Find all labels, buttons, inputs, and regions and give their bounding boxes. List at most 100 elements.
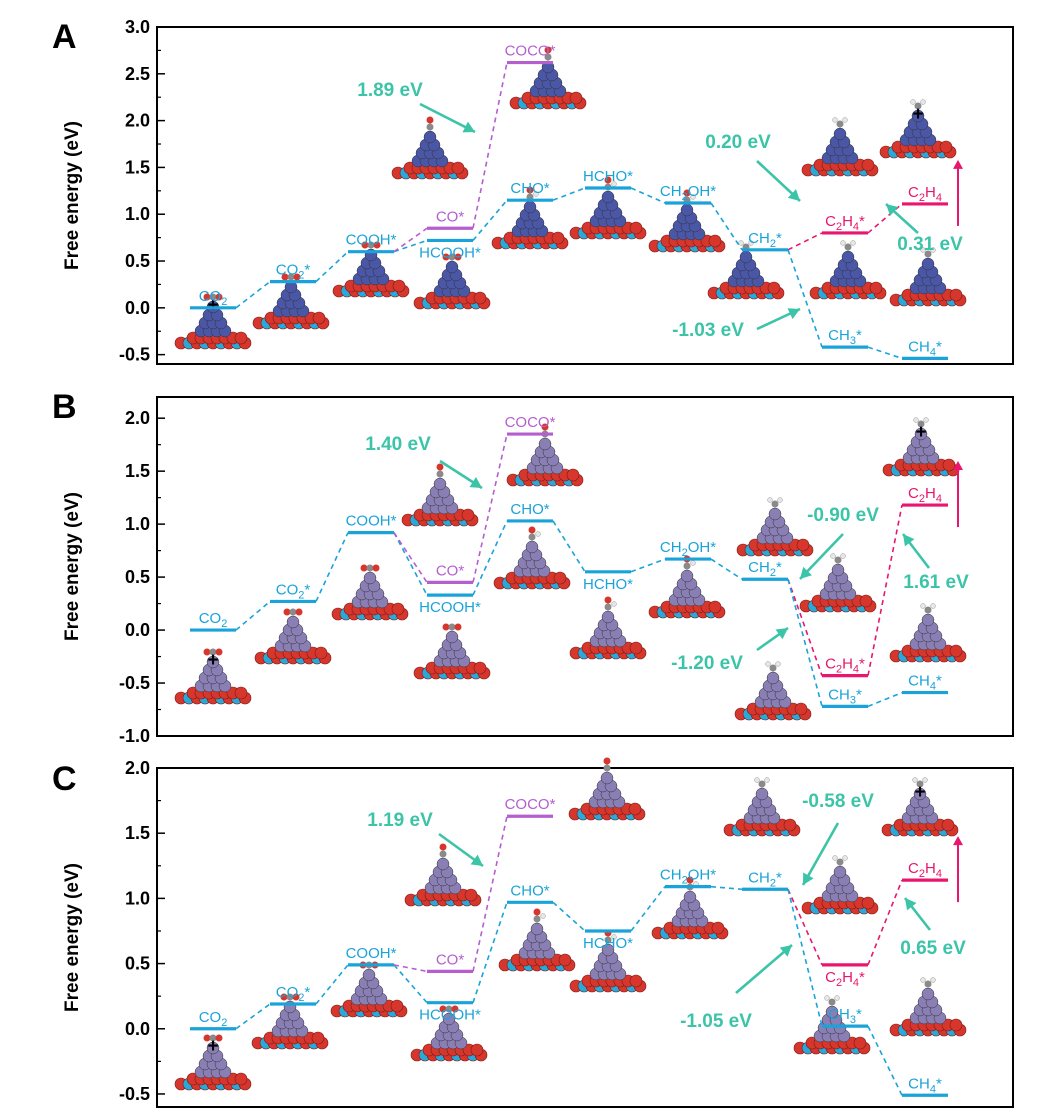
hydrogen-atom (842, 855, 848, 861)
carbon-atom (439, 850, 447, 858)
hydrogen-atom (920, 603, 926, 609)
adsorbate-structure (568, 757, 646, 821)
level-label: CO* (436, 951, 465, 968)
connector-line (710, 558, 743, 580)
annotation-arrow (735, 944, 793, 994)
level-label: COOH* (346, 945, 397, 962)
y-tick-label: 0.0 (125, 1019, 150, 1039)
connector-line (867, 879, 903, 966)
level-label: C2H4* (825, 969, 865, 989)
arrow-head (886, 204, 899, 216)
hydrogen-atom (830, 553, 836, 559)
oxygen-atom (426, 116, 434, 124)
adsorbate-structure (404, 843, 482, 907)
metal-atom (921, 987, 935, 1001)
panel-a: A Free energy (eV) -0.5 0.0 0.5 1.0 1.5 2.0 2.5 3… (52, 17, 1014, 365)
carbon-atom (604, 603, 612, 611)
carbon-atom (771, 500, 779, 508)
oxygen-atom (442, 253, 450, 261)
arrow-head (803, 872, 814, 885)
adsorbate-structure (252, 273, 330, 330)
y-tick-label: -0.5 (119, 673, 150, 693)
hydrogen-atom (832, 117, 838, 123)
metal-atom (538, 437, 552, 451)
hydrogen-atom (535, 531, 541, 537)
metal-atom (680, 203, 694, 217)
connector-line (787, 232, 823, 251)
metal-atom (286, 615, 300, 629)
carbon-atom (448, 623, 456, 631)
connector-line (787, 579, 823, 707)
metal-atom (768, 507, 782, 521)
oxygen-atom (526, 186, 534, 194)
arrow-head (953, 461, 963, 471)
adsorbate-structure: + (174, 648, 252, 705)
carbon-atom (683, 562, 691, 570)
hydrogen-atom (834, 995, 840, 1001)
level-label: CH3* (828, 1006, 862, 1026)
arrow-head (469, 477, 482, 488)
carbon-atom (209, 1034, 217, 1042)
carbon-atom (914, 102, 922, 110)
level-label: CH2OH* (660, 183, 716, 203)
metal-atom (423, 130, 437, 144)
substrate-atom (391, 602, 405, 616)
arrow-head (953, 836, 963, 846)
y-tick-label: 2.0 (125, 758, 150, 778)
connector-line (472, 816, 508, 972)
adsorbate-structure (330, 961, 408, 1018)
level-label: HCHO* (583, 935, 633, 952)
metal-atom (921, 613, 935, 627)
metal-atom (683, 890, 697, 904)
carbon-atom (528, 533, 536, 541)
carbon-atom (367, 241, 375, 249)
connector-line (393, 227, 428, 253)
level-label: CH3* (828, 327, 862, 347)
level-label: CHO* (510, 180, 549, 197)
barrier-annotation: -1.03 eV (672, 320, 744, 341)
level-label: CO2* (276, 581, 311, 601)
adsorbate-structure (736, 497, 814, 557)
oxygen-atom (533, 908, 541, 916)
substrate-atom (234, 686, 248, 700)
y-tick-label: 2.0 (125, 111, 150, 131)
barrier-annotation: 0.20 eV (705, 132, 771, 153)
substrate-atom (711, 921, 725, 935)
connector-line (787, 578, 823, 676)
carbon-atom (366, 564, 374, 572)
substrate-atom (794, 702, 808, 716)
carbon-atom (836, 120, 844, 128)
arrow-head (903, 534, 915, 547)
carbon-atom (844, 243, 852, 251)
y-tick-label: 0.0 (125, 298, 150, 318)
carbon-atom (287, 273, 295, 281)
hydrogen-atom (840, 240, 846, 246)
oxygen-atom (454, 253, 462, 261)
plus-sign: + (207, 650, 218, 671)
adsorbate-structure: + (882, 417, 960, 477)
substrate-atom (551, 231, 565, 245)
carbon-atom (769, 664, 777, 672)
hydrogen-atom (910, 99, 916, 105)
level-label: COOH* (346, 513, 397, 530)
oxygen-atom (451, 1005, 459, 1013)
y-tick-label: 0.0 (125, 620, 150, 640)
y-tick-label: -0.5 (119, 1084, 150, 1104)
metal-atom (921, 257, 935, 271)
oxygen-atom (203, 1034, 211, 1042)
connector-line (787, 888, 823, 966)
connector-line (393, 964, 428, 973)
level-label: HCOOH* (419, 599, 481, 616)
adsorbate-structure (331, 564, 409, 621)
adsorbate-structure (410, 1005, 488, 1062)
level-label: C2H4* (825, 656, 865, 676)
oxygen-atom (280, 993, 288, 1001)
oxygen-atom (604, 176, 612, 184)
substrate-atom (859, 594, 873, 608)
metal-atom (530, 922, 544, 936)
metal-atom (436, 857, 450, 871)
oxygen-atom (439, 843, 447, 851)
metal-atom (433, 477, 447, 491)
metal-atom (825, 1005, 839, 1019)
connector-line (235, 280, 271, 309)
